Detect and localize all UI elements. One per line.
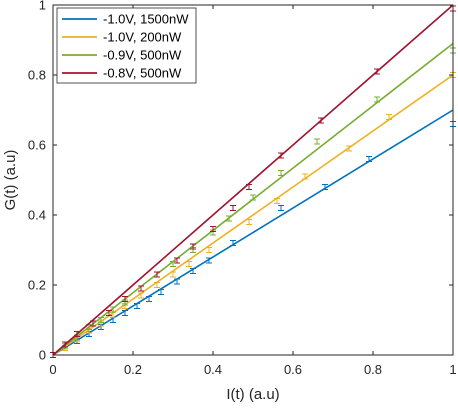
legend-label: -1.0V, 200nW (103, 30, 182, 45)
legend: -1.0V, 1500nW -1.0V, 200nW -0.9V, 500nW -0.… (56, 7, 197, 84)
legend-label: -0.9V, 500nW (103, 48, 182, 63)
plot-frame (52, 4, 454, 356)
series-layer (50, 4, 456, 358)
x-tick-label: 1 (449, 362, 456, 377)
legend-label: -0.8V, 500nW (103, 66, 182, 81)
ticks-layer: 0 0.2 0.4 0.6 0.8 1 0 0.2 0.4 0.6 0.8 1 (28, 0, 457, 377)
y-tick-label: 0.6 (28, 138, 46, 153)
x-axis-label: I(t) (a.u) (226, 386, 279, 403)
fit-line (52, 109, 454, 356)
x-tick-label: 0.8 (364, 362, 382, 377)
legend-label: -1.0V, 1500nW (103, 12, 189, 27)
y-tick-label: 0.8 (28, 68, 46, 83)
x-tick-label: 0.2 (124, 362, 142, 377)
x-tick-label: 0.4 (204, 362, 222, 377)
series-3 (50, 4, 456, 358)
y-tick-label: 0.4 (28, 208, 46, 223)
y-tick-label: 0 (39, 348, 46, 363)
fit-line (52, 4, 454, 356)
legend-box (56, 7, 197, 84)
y-tick-label: 0.2 (28, 278, 46, 293)
x-tick-label: 0.6 (284, 362, 302, 377)
fit-line (52, 74, 454, 356)
y-tick-label: 1 (39, 0, 46, 13)
x-tick-label: 0 (49, 362, 56, 377)
y-axis-label: G(t) (a.u) (2, 150, 19, 211)
